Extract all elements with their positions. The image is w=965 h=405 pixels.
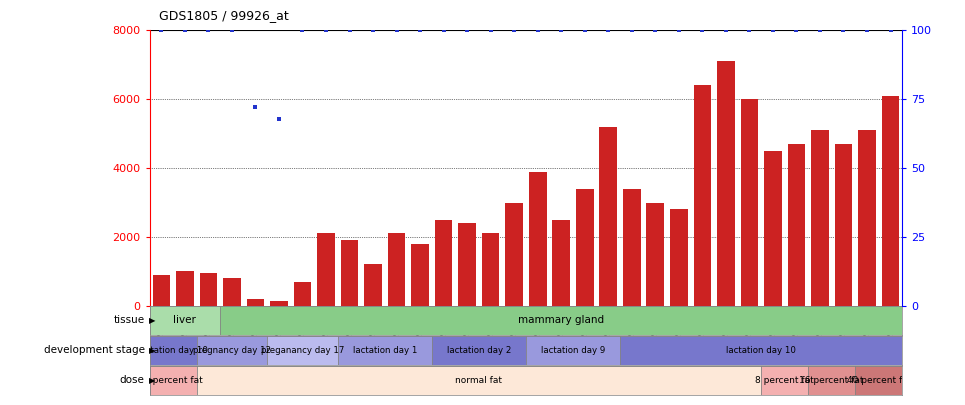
Bar xyxy=(150,306,220,335)
Text: dose: dose xyxy=(120,375,145,385)
Bar xyxy=(623,189,641,306)
Bar xyxy=(197,336,267,365)
Bar xyxy=(482,233,500,306)
Point xyxy=(671,27,686,34)
Point xyxy=(201,27,216,34)
Bar xyxy=(341,241,358,306)
Bar xyxy=(411,244,428,306)
Point xyxy=(436,27,452,34)
Text: development stage: development stage xyxy=(43,345,145,355)
Bar xyxy=(858,130,876,306)
Bar xyxy=(599,127,617,306)
Bar xyxy=(432,336,526,365)
Text: liver: liver xyxy=(174,315,196,325)
Bar xyxy=(176,271,194,306)
Bar xyxy=(812,130,829,306)
Bar xyxy=(388,233,405,306)
Bar xyxy=(506,202,523,306)
Bar xyxy=(150,366,197,395)
Bar xyxy=(197,366,761,395)
Text: preganancy day 17: preganancy day 17 xyxy=(261,346,345,355)
Text: lactation day 10: lactation day 10 xyxy=(138,346,208,355)
Text: 8 percent fat: 8 percent fat xyxy=(144,376,203,385)
Bar xyxy=(740,99,758,306)
Text: ▶: ▶ xyxy=(149,316,155,325)
Bar xyxy=(150,336,197,365)
Text: mammary gland: mammary gland xyxy=(518,315,604,325)
Bar xyxy=(526,336,620,365)
Point xyxy=(788,27,804,34)
Bar xyxy=(835,144,852,306)
Bar xyxy=(223,278,240,306)
Bar xyxy=(670,209,688,306)
Point xyxy=(883,27,898,34)
Bar xyxy=(764,151,782,306)
Bar xyxy=(694,85,711,306)
Text: normal fat: normal fat xyxy=(455,376,503,385)
Bar xyxy=(882,96,899,306)
Bar xyxy=(317,233,335,306)
Bar xyxy=(200,273,217,306)
Point xyxy=(318,27,334,34)
Point xyxy=(459,27,475,34)
Bar xyxy=(552,220,570,306)
Bar xyxy=(152,275,170,306)
Bar xyxy=(267,336,338,365)
Point xyxy=(507,27,522,34)
Bar xyxy=(808,366,855,395)
Text: tissue: tissue xyxy=(114,315,145,325)
Bar xyxy=(576,189,593,306)
Bar xyxy=(458,223,476,306)
Point xyxy=(248,104,263,111)
Text: pregnancy day 12: pregnancy day 12 xyxy=(193,346,271,355)
Text: 40 percent fat: 40 percent fat xyxy=(846,376,911,385)
Text: lactation day 1: lactation day 1 xyxy=(352,346,417,355)
Point xyxy=(389,27,404,34)
Point xyxy=(813,27,828,34)
Bar xyxy=(338,336,431,365)
Text: lactation day 2: lactation day 2 xyxy=(447,346,511,355)
Bar xyxy=(787,144,805,306)
Bar xyxy=(293,282,312,306)
Point xyxy=(718,27,733,34)
Bar xyxy=(647,202,664,306)
Point xyxy=(224,27,239,34)
Bar xyxy=(435,220,453,306)
Bar xyxy=(717,62,734,306)
Point xyxy=(482,27,498,34)
Bar xyxy=(364,264,382,306)
Bar xyxy=(855,366,902,395)
Point xyxy=(366,27,381,34)
Text: ▶: ▶ xyxy=(149,346,155,355)
Point xyxy=(412,27,427,34)
Point xyxy=(271,115,287,122)
Point xyxy=(530,27,545,34)
Point xyxy=(178,27,193,34)
Point xyxy=(577,27,593,34)
Bar xyxy=(270,301,288,306)
Bar xyxy=(247,299,264,306)
Point xyxy=(600,27,616,34)
Point xyxy=(836,27,851,34)
Text: lactation day 9: lactation day 9 xyxy=(540,346,605,355)
Point xyxy=(765,27,781,34)
Point xyxy=(742,27,758,34)
Point xyxy=(153,27,169,34)
Point xyxy=(342,27,357,34)
Point xyxy=(294,27,310,34)
Point xyxy=(554,27,569,34)
Text: lactation day 10: lactation day 10 xyxy=(727,346,796,355)
Bar xyxy=(529,172,546,306)
Point xyxy=(648,27,663,34)
Text: ▶: ▶ xyxy=(149,376,155,385)
Bar xyxy=(620,336,902,365)
Point xyxy=(859,27,874,34)
Point xyxy=(624,27,640,34)
Text: 16 percent fat: 16 percent fat xyxy=(799,376,864,385)
Text: 8 percent fat: 8 percent fat xyxy=(756,376,814,385)
Text: GDS1805 / 99926_at: GDS1805 / 99926_at xyxy=(159,9,289,22)
Bar xyxy=(761,366,809,395)
Point xyxy=(695,27,710,34)
